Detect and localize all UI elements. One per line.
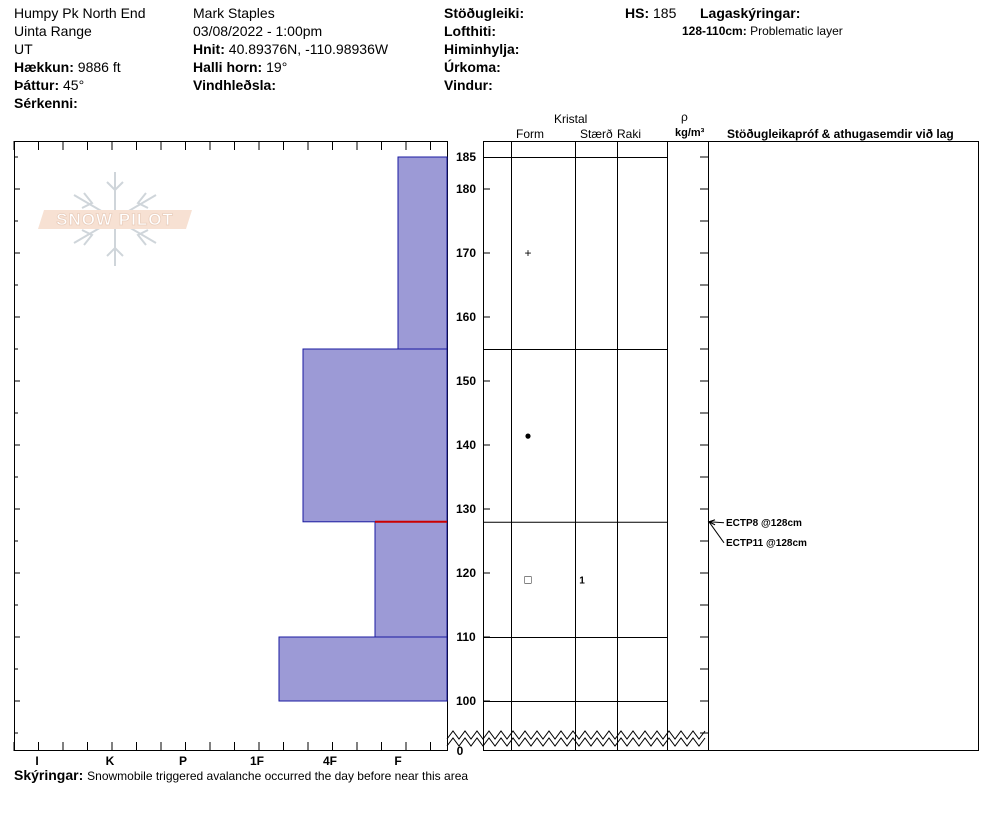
layer-note-range: 128-110cm: (682, 24, 747, 38)
grain-forms: + ● □ 1 (524, 246, 585, 586)
tests-header: Stöðugleikapróf & athugasemdir við lag (727, 127, 954, 141)
slope-value: 19° (266, 59, 288, 75)
depth-tick-label: 140 (456, 438, 476, 452)
coords-row: Hnit: 40.89376N, -110.98936W (193, 40, 388, 58)
snowpilot-logo: SNOW PILOT (38, 172, 192, 266)
logo-banner (38, 210, 192, 229)
wind-label: Vindur: (444, 77, 493, 93)
hs-value: 185 (653, 5, 677, 21)
moisture-header: Raki (617, 127, 642, 141)
comments-label: Skýringar: (14, 767, 84, 783)
location-name: Humpy Pk North End (14, 5, 146, 21)
hardness-tick-label: 1F (250, 754, 264, 768)
hardness-layer-bar (278, 636, 448, 702)
depth-tick-label: 180 (456, 182, 476, 196)
elevation-label: Hækkun: (14, 59, 74, 75)
hardness-tick-label: P (179, 754, 187, 768)
depth-tick-label: 120 (456, 566, 476, 580)
logo-text: SNOW PILOT (56, 210, 174, 229)
depth-tick-label: 110 (456, 630, 476, 644)
precipitation-particles-icon: + (524, 246, 531, 260)
hardness-layer-bar (397, 156, 448, 350)
hardness-tick-label: 4F (323, 754, 337, 768)
air-temp-label: Lofthiti: (444, 23, 497, 39)
coords-label: Hnit: (193, 41, 225, 57)
state-name: UT (14, 41, 33, 57)
form-header: Form (516, 127, 544, 141)
stability-tests: ECTP8 @128cm ECTP11 @128cm (707, 518, 807, 549)
hs-row: HS: 185 (625, 4, 676, 22)
hs-label: HS: (625, 5, 650, 21)
aspect-label: Þáttur: (14, 77, 60, 93)
features-label: Sérkenni: (14, 95, 78, 111)
stability-test-label: ECTP8 @128cm (726, 518, 802, 529)
observer-name: Mark Staples (193, 5, 275, 21)
depth-axis: 100 110 120 130 140 150 160 170 180 185 0 (14, 150, 708, 758)
depth-tick-label: 170 (456, 246, 476, 260)
range-name: Uinta Range (14, 23, 92, 39)
elevation-value: 9886 ft (77, 59, 121, 75)
hardness-layers (278, 156, 448, 702)
rho-header: ρ (681, 110, 688, 124)
depth-tick-label: 100 (456, 694, 476, 708)
stability-test-label: ECTP11 @128cm (726, 538, 807, 549)
coords-value: 40.89376N, -110.98936W (228, 41, 389, 57)
hardness-tick-label: K (106, 754, 115, 768)
aspect-value: 45° (63, 77, 85, 93)
depth-tick-label: 160 (456, 310, 476, 324)
layer-note-row: 128-110cm: Problematic layer (682, 22, 843, 40)
aspect-row: Þáttur: 45° (14, 76, 84, 94)
slope-label: Halli horn: (193, 59, 263, 75)
depth-tick-label: 130 (456, 502, 476, 516)
layer-notes-label: Lagaskýringar: (700, 5, 801, 21)
rounded-grains-icon: ● (524, 428, 531, 442)
layer-table-frame (483, 141, 979, 751)
precip-label: Úrkoma: (444, 59, 501, 75)
sky-label: Himinhylja: (444, 41, 520, 57)
depth-zero-label: 0 (457, 744, 464, 758)
hardness-tick-label: I (35, 754, 38, 768)
layer-note-text: Problematic layer (750, 24, 843, 38)
stability-test-leader (708, 521, 725, 524)
depth-tick-label: 150 (456, 374, 476, 388)
crystal-header: Kristal (554, 112, 588, 126)
grain-size-value: 1 (579, 575, 585, 586)
hardness-ticks: I K P 1F 4F F (13, 141, 431, 768)
comments-text: Snowmobile triggered avalanche occurred … (87, 769, 469, 783)
hardness-layer-bar (374, 521, 448, 638)
comments-row: Skýringar: Snowmobile triggered avalanch… (14, 766, 468, 785)
faceted-crystals-icon: □ (524, 572, 531, 586)
stability-test-arrow (707, 519, 716, 526)
observation-datetime: 03/08/2022 - 1:00pm (193, 23, 323, 39)
depth-tick-label: 185 (456, 150, 476, 164)
density-unit-header: kg/m³ (675, 127, 705, 139)
slope-row: Halli horn: 19° (193, 58, 287, 76)
layer-table-grid (446, 141, 709, 751)
axis-break-zigzag-lower (446, 737, 706, 747)
wind-loading-label: Vindhleðsla: (193, 77, 276, 93)
stability-test-leader (708, 521, 725, 544)
stability-label: Stöðugleiki: (444, 5, 525, 21)
axis-break-zigzag-upper (446, 730, 706, 740)
hardness-tick-label: F (394, 754, 401, 768)
hardness-layer-bar (302, 348, 448, 523)
size-header: Stærð (580, 127, 613, 141)
elevation-row: Hækkun: 9886 ft (14, 58, 121, 76)
